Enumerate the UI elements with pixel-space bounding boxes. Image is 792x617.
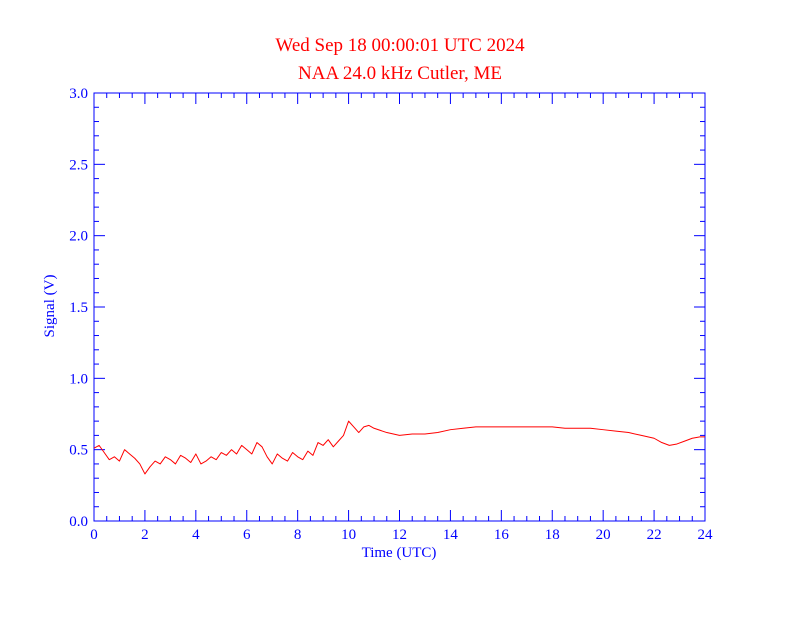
x-tick-label: 22: [647, 527, 662, 543]
x-tick-label: 14: [443, 527, 459, 543]
x-tick-label: 20: [596, 527, 611, 543]
x-tick-label: 16: [494, 527, 510, 543]
plot-frame: [93, 92, 706, 522]
x-tick-label: 10: [341, 527, 356, 543]
x-tick-label: 18: [545, 527, 560, 543]
y-tick-label: 2.5: [69, 157, 88, 173]
y-tick-label: 2.0: [69, 229, 88, 245]
x-tick-label: 24: [698, 527, 714, 543]
x-axis-label: Time (UTC): [362, 545, 437, 561]
chart-subtitle: NAA 24.0 kHz Cutler, ME: [298, 63, 502, 84]
x-tick-label: 12: [392, 527, 407, 543]
y-tick-label: 0.0: [69, 514, 88, 530]
x-tick-label: 8: [294, 527, 302, 543]
y-tick-label: 1.0: [69, 371, 88, 387]
chart-title: Wed Sep 18 00:00:01 UTC 2024: [275, 35, 525, 56]
y-tick-label: 0.5: [69, 443, 88, 459]
x-tick-label: 2: [141, 527, 149, 543]
x-tick-label: 0: [90, 527, 98, 543]
y-axis-label: Signal (V): [42, 275, 58, 338]
signal-series-line: [93, 420, 705, 475]
x-tick-label: 6: [243, 527, 251, 543]
x-tick-label: 4: [192, 527, 200, 543]
y-tick-label: 3.0: [69, 86, 88, 102]
y-tick-label: 1.5: [69, 300, 88, 316]
